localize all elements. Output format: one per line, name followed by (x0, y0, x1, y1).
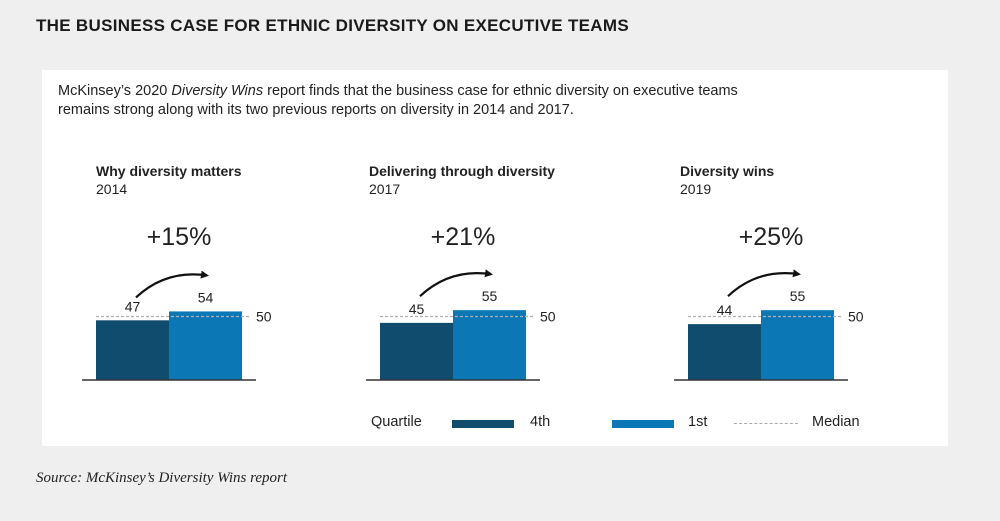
chart-2-uplift-label: +21% (431, 223, 496, 251)
chart-3-subtitle: 2019 (680, 181, 712, 197)
chart-2-bar-1st (453, 310, 526, 380)
chart-1-value-label-4th: 47 (125, 298, 141, 314)
chart-3-heading: Diversity wins 2019 (680, 162, 774, 198)
legend-4th-label: 4th (530, 414, 551, 430)
chart-2-median-label: 50 (540, 309, 556, 325)
chart-3-bar-4th (688, 324, 761, 380)
chart-2-title: Delivering through diversity (369, 163, 555, 179)
intro-report-name: Diversity Wins (171, 83, 264, 99)
chart-3-uplift-arrow (727, 269, 801, 297)
page-title: THE BUSINESS CASE FOR ETHNIC DIVERSITY O… (36, 16, 629, 35)
chart-2-subtitle: 2017 (369, 181, 401, 197)
legend-1st-label: 1st (688, 414, 708, 430)
legend: Quartile 4th 1st Median (0, 414, 1000, 434)
chart-1-uplift-label: +15% (147, 223, 212, 251)
chart-1-value-label-1st: 54 (198, 289, 214, 305)
legend-label: Quartile (371, 414, 422, 430)
chart-1-heading: Why diversity matters 2014 (96, 162, 242, 198)
chart-3-median-label: 50 (848, 309, 864, 325)
chart-1-median-label: 50 (256, 309, 272, 325)
chart-2-heading: Delivering through diversity 2017 (369, 162, 555, 198)
legend-swatch-1st (612, 420, 674, 428)
chart-1-bar-4th (96, 320, 169, 380)
chart-2-uplift-arrow (419, 269, 493, 297)
chart-1-uplift-arrow (135, 270, 209, 299)
legend-median-label: Median (812, 414, 860, 430)
chart-card (42, 70, 948, 446)
intro-suffix: report finds that the business case for … (58, 83, 738, 118)
chart-2-bar-4th (380, 322, 453, 380)
chart-3-value-label-4th: 44 (717, 302, 733, 318)
chart-2-value-label-4th: 45 (409, 301, 425, 317)
legend-median-line (734, 423, 798, 424)
chart-3-bar-1st (761, 310, 834, 380)
chart-3-uplift-label: +25% (739, 223, 804, 251)
intro-text: McKinsey’s 2020 Diversity Wins report fi… (58, 82, 778, 120)
intro-prefix: McKinsey’s 2020 (58, 83, 172, 99)
chart-3-title: Diversity wins (680, 163, 775, 179)
chart-2-value-label-1st: 55 (482, 288, 498, 304)
chart-1-subtitle: 2014 (96, 181, 128, 197)
chart-1-title: Why diversity matters (96, 163, 242, 179)
source-note: Source: McKinsey’s Diversity Wins report (36, 470, 288, 486)
legend-swatch-4th (452, 420, 514, 428)
chart-3-value-label-1st: 55 (790, 288, 806, 304)
chart-1-bar-1st (169, 311, 242, 380)
